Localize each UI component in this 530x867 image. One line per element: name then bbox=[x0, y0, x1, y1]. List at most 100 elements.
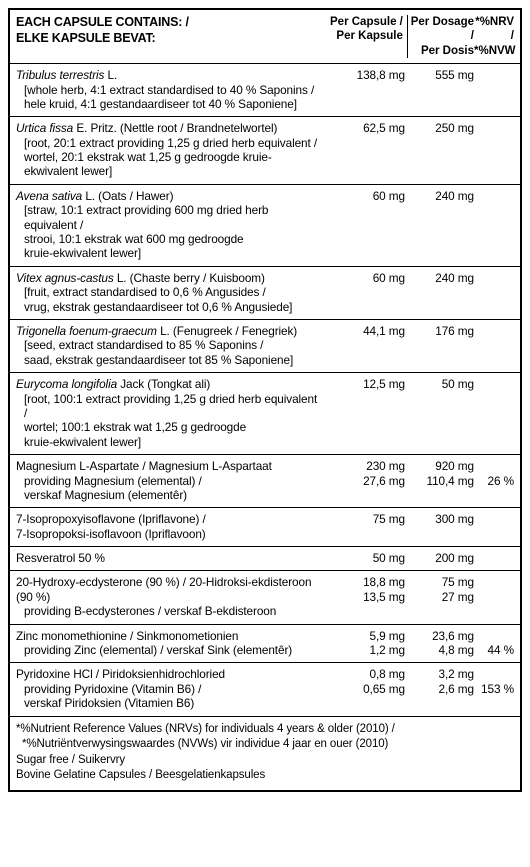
value-cells: 230 mg27,6 mg920 mg110,4 mg 26 % bbox=[324, 459, 514, 502]
ingredient-cell: Urtica fissa E. Pritz. (Nettle root / Br… bbox=[16, 121, 324, 179]
table-row: Magnesium L-Aspartate / Magnesium L-Aspa… bbox=[10, 455, 520, 508]
nrv-value bbox=[474, 121, 514, 179]
ingredient-name: 7-Isopropoxyisoflavone (Ipriflavone) / bbox=[16, 512, 320, 526]
per-dosage-value: 50 mg bbox=[409, 377, 474, 449]
ingredient-detail: wortel; 100:1 ekstrak wat 1,25 g gedroog… bbox=[16, 420, 320, 434]
per-capsule-value: 138,8 mg bbox=[324, 68, 409, 111]
nrv-value: 26 % bbox=[474, 459, 514, 502]
ingredient-name: Trigonella foenum-graecum L. (Fenugreek … bbox=[16, 324, 320, 338]
ingredient-cell: Eurycoma longifolia Jack (Tongkat ali)[r… bbox=[16, 377, 324, 449]
per-dosage-value: 920 mg110,4 mg bbox=[409, 459, 474, 502]
ingredient-detail: verskaf Magnesium (elementêr) bbox=[16, 488, 320, 502]
ingredient-name: Zinc monomethionine / Sinkmonometionien bbox=[16, 629, 320, 643]
ingredient-name: Urtica fissa E. Pritz. (Nettle root / Br… bbox=[16, 121, 320, 135]
header-col-dosage: Per Dosage / Per Dosis bbox=[410, 15, 474, 58]
ingredient-detail: [whole herb, 4:1 extract standardised to… bbox=[16, 83, 320, 97]
ingredient-cell: Zinc monomethionine / Sinkmonometionienp… bbox=[16, 629, 324, 658]
ingredient-detail: verskaf Piridoksien (Vitamien B6) bbox=[16, 696, 320, 710]
ingredient-cell: Tribulus terrestris L.[whole herb, 4:1 e… bbox=[16, 68, 324, 111]
per-capsule-value: 44,1 mg bbox=[324, 324, 409, 367]
per-capsule-value: 18,8 mg13,5 mg bbox=[324, 575, 409, 618]
ingredient-name: Pyridoxine HCl / Piridoksienhidrochlorie… bbox=[16, 667, 320, 681]
per-capsule-value: 60 mg bbox=[324, 271, 409, 314]
ingredient-cell: Pyridoxine HCl / Piridoksienhidrochlorie… bbox=[16, 667, 324, 710]
ingredient-detail: hele kruid, 4:1 gestandaardiseer tot 40 … bbox=[16, 97, 320, 111]
nrv-value bbox=[474, 575, 514, 618]
value-cells: 50 mg200 mg bbox=[324, 551, 514, 565]
table-row: Zinc monomethionine / Sinkmonometionienp… bbox=[10, 625, 520, 664]
per-dosage-value: 240 mg bbox=[409, 189, 474, 261]
ingredient-name: Magnesium L-Aspartate / Magnesium L-Aspa… bbox=[16, 459, 320, 473]
ingredient-cell: Resveratrol 50 % bbox=[16, 551, 324, 565]
value-cells: 18,8 mg13,5 mg75 mg27 mg bbox=[324, 575, 514, 618]
header-right: Per Capsule / Per Kapsule Per Dosage / P… bbox=[324, 15, 514, 58]
ingredient-detail: saad, ekstrak gestandaardiseer tot 85 % … bbox=[16, 353, 320, 367]
per-capsule-value: 60 mg bbox=[324, 189, 409, 261]
table-row: Vitex agnus-castus L. (Chaste berry / Ku… bbox=[10, 267, 520, 320]
table-row: Trigonella foenum-graecum L. (Fenugreek … bbox=[10, 320, 520, 373]
value-cells: 75 mg300 mg bbox=[324, 512, 514, 541]
table-row: Tribulus terrestris L.[whole herb, 4:1 e… bbox=[10, 64, 520, 117]
per-dosage-value: 300 mg bbox=[409, 512, 474, 541]
per-capsule-value: 230 mg27,6 mg bbox=[324, 459, 409, 502]
ingredient-name: Vitex agnus-castus L. (Chaste berry / Ku… bbox=[16, 271, 320, 285]
nrv-value bbox=[474, 68, 514, 111]
table-footer: *%Nutrient Reference Values (NRVs) for i… bbox=[10, 717, 520, 790]
ingredient-detail: [seed, extract standardised to 85 % Sapo… bbox=[16, 338, 320, 352]
ingredient-cell: 20-Hydroxy-ecdysterone (90 %) / 20-Hidro… bbox=[16, 575, 324, 618]
nutrition-panel: EACH CAPSULE CONTAINS: / ELKE KAPSULE BE… bbox=[8, 8, 522, 792]
footer-capsules: Bovine Gelatine Capsules / Beesgelatienk… bbox=[16, 768, 514, 784]
ingredient-detail: [root, 20:1 extract providing 1,25 g dri… bbox=[16, 136, 320, 150]
nrv-value bbox=[474, 512, 514, 541]
ingredient-detail: providing B-ecdysterones / verskaf B-ekd… bbox=[16, 604, 320, 618]
table-row: Eurycoma longifolia Jack (Tongkat ali)[r… bbox=[10, 373, 520, 455]
ingredient-detail: strooi, 10:1 ekstrak wat 600 mg gedroogd… bbox=[16, 232, 320, 246]
ingredient-detail: providing Magnesium (elemental) / bbox=[16, 474, 320, 488]
ingredient-cell: 7-Isopropoxyisoflavone (Ipriflavone) /7-… bbox=[16, 512, 324, 541]
nrv-value bbox=[474, 377, 514, 449]
per-dosage-value: 3,2 mg2,6 mg bbox=[409, 667, 474, 710]
table-row: Urtica fissa E. Pritz. (Nettle root / Br… bbox=[10, 117, 520, 185]
per-capsule-value: 75 mg bbox=[324, 512, 409, 541]
table-row: 20-Hydroxy-ecdysterone (90 %) / 20-Hidro… bbox=[10, 571, 520, 624]
table-row: Avena sativa L. (Oats / Hawer)[straw, 10… bbox=[10, 185, 520, 267]
value-cells: 5,9 mg1,2 mg23,6 mg4,8 mg 44 % bbox=[324, 629, 514, 658]
ingredient-cell: Avena sativa L. (Oats / Hawer)[straw, 10… bbox=[16, 189, 324, 261]
per-dosage-value: 75 mg27 mg bbox=[409, 575, 474, 618]
ingredient-name-alt: 7-Isopropoksi-isoflavoon (Ipriflavoon) bbox=[16, 527, 320, 541]
per-dosage-value: 176 mg bbox=[409, 324, 474, 367]
ingredient-detail: kruie-ekwivalent lewer] bbox=[16, 246, 320, 260]
ingredient-name: Tribulus terrestris L. bbox=[16, 68, 320, 82]
value-cells: 138,8 mg555 mg bbox=[324, 68, 514, 111]
nrv-value bbox=[474, 324, 514, 367]
table-row: Pyridoxine HCl / Piridoksienhidrochlorie… bbox=[10, 663, 520, 716]
per-capsule-value: 12,5 mg bbox=[324, 377, 409, 449]
ingredient-cell: Vitex agnus-castus L. (Chaste berry / Ku… bbox=[16, 271, 324, 314]
nrv-value bbox=[474, 189, 514, 261]
nrv-value bbox=[474, 551, 514, 565]
header-left-line1: EACH CAPSULE CONTAINS: / bbox=[16, 15, 324, 31]
table-header: EACH CAPSULE CONTAINS: / ELKE KAPSULE BE… bbox=[10, 10, 520, 64]
table-row: 7-Isopropoxyisoflavone (Ipriflavone) /7-… bbox=[10, 508, 520, 547]
ingredient-name: Avena sativa L. (Oats / Hawer) bbox=[16, 189, 320, 203]
per-capsule-value: 0,8 mg0,65 mg bbox=[324, 667, 409, 710]
value-cells: 60 mg240 mg bbox=[324, 271, 514, 314]
per-dosage-value: 555 mg bbox=[409, 68, 474, 111]
value-cells: 12,5 mg50 mg bbox=[324, 377, 514, 449]
ingredient-name: Eurycoma longifolia Jack (Tongkat ali) bbox=[16, 377, 320, 391]
per-dosage-value: 250 mg bbox=[409, 121, 474, 179]
footer-sugarfree: Sugar free / Suikervry bbox=[16, 753, 514, 769]
ingredient-name: Resveratrol 50 % bbox=[16, 551, 320, 565]
ingredient-cell: Trigonella foenum-graecum L. (Fenugreek … bbox=[16, 324, 324, 367]
ingredient-detail: providing Zinc (elemental) / verskaf Sin… bbox=[16, 643, 320, 657]
ingredient-detail: [straw, 10:1 extract providing 600 mg dr… bbox=[16, 203, 320, 232]
header-left-line2: ELKE KAPSULE BEVAT: bbox=[16, 31, 324, 47]
nrv-value: 44 % bbox=[474, 629, 514, 658]
ingredient-detail: wortel, 20:1 ekstrak wat 1,25 g gedroogd… bbox=[16, 150, 320, 179]
ingredient-detail: [root, 100:1 extract providing 1,25 g dr… bbox=[16, 392, 320, 421]
header-col-nrv: *%NRV / *%NVW bbox=[474, 15, 514, 58]
ingredient-detail: vrug, ekstrak gestandaardiseer tot 0,6 %… bbox=[16, 300, 320, 314]
footer-nrv-af: *%Nutriëntverwysingswaardes (NVWs) vir i… bbox=[16, 737, 514, 753]
value-cells: 44,1 mg176 mg bbox=[324, 324, 514, 367]
value-cells: 60 mg240 mg bbox=[324, 189, 514, 261]
